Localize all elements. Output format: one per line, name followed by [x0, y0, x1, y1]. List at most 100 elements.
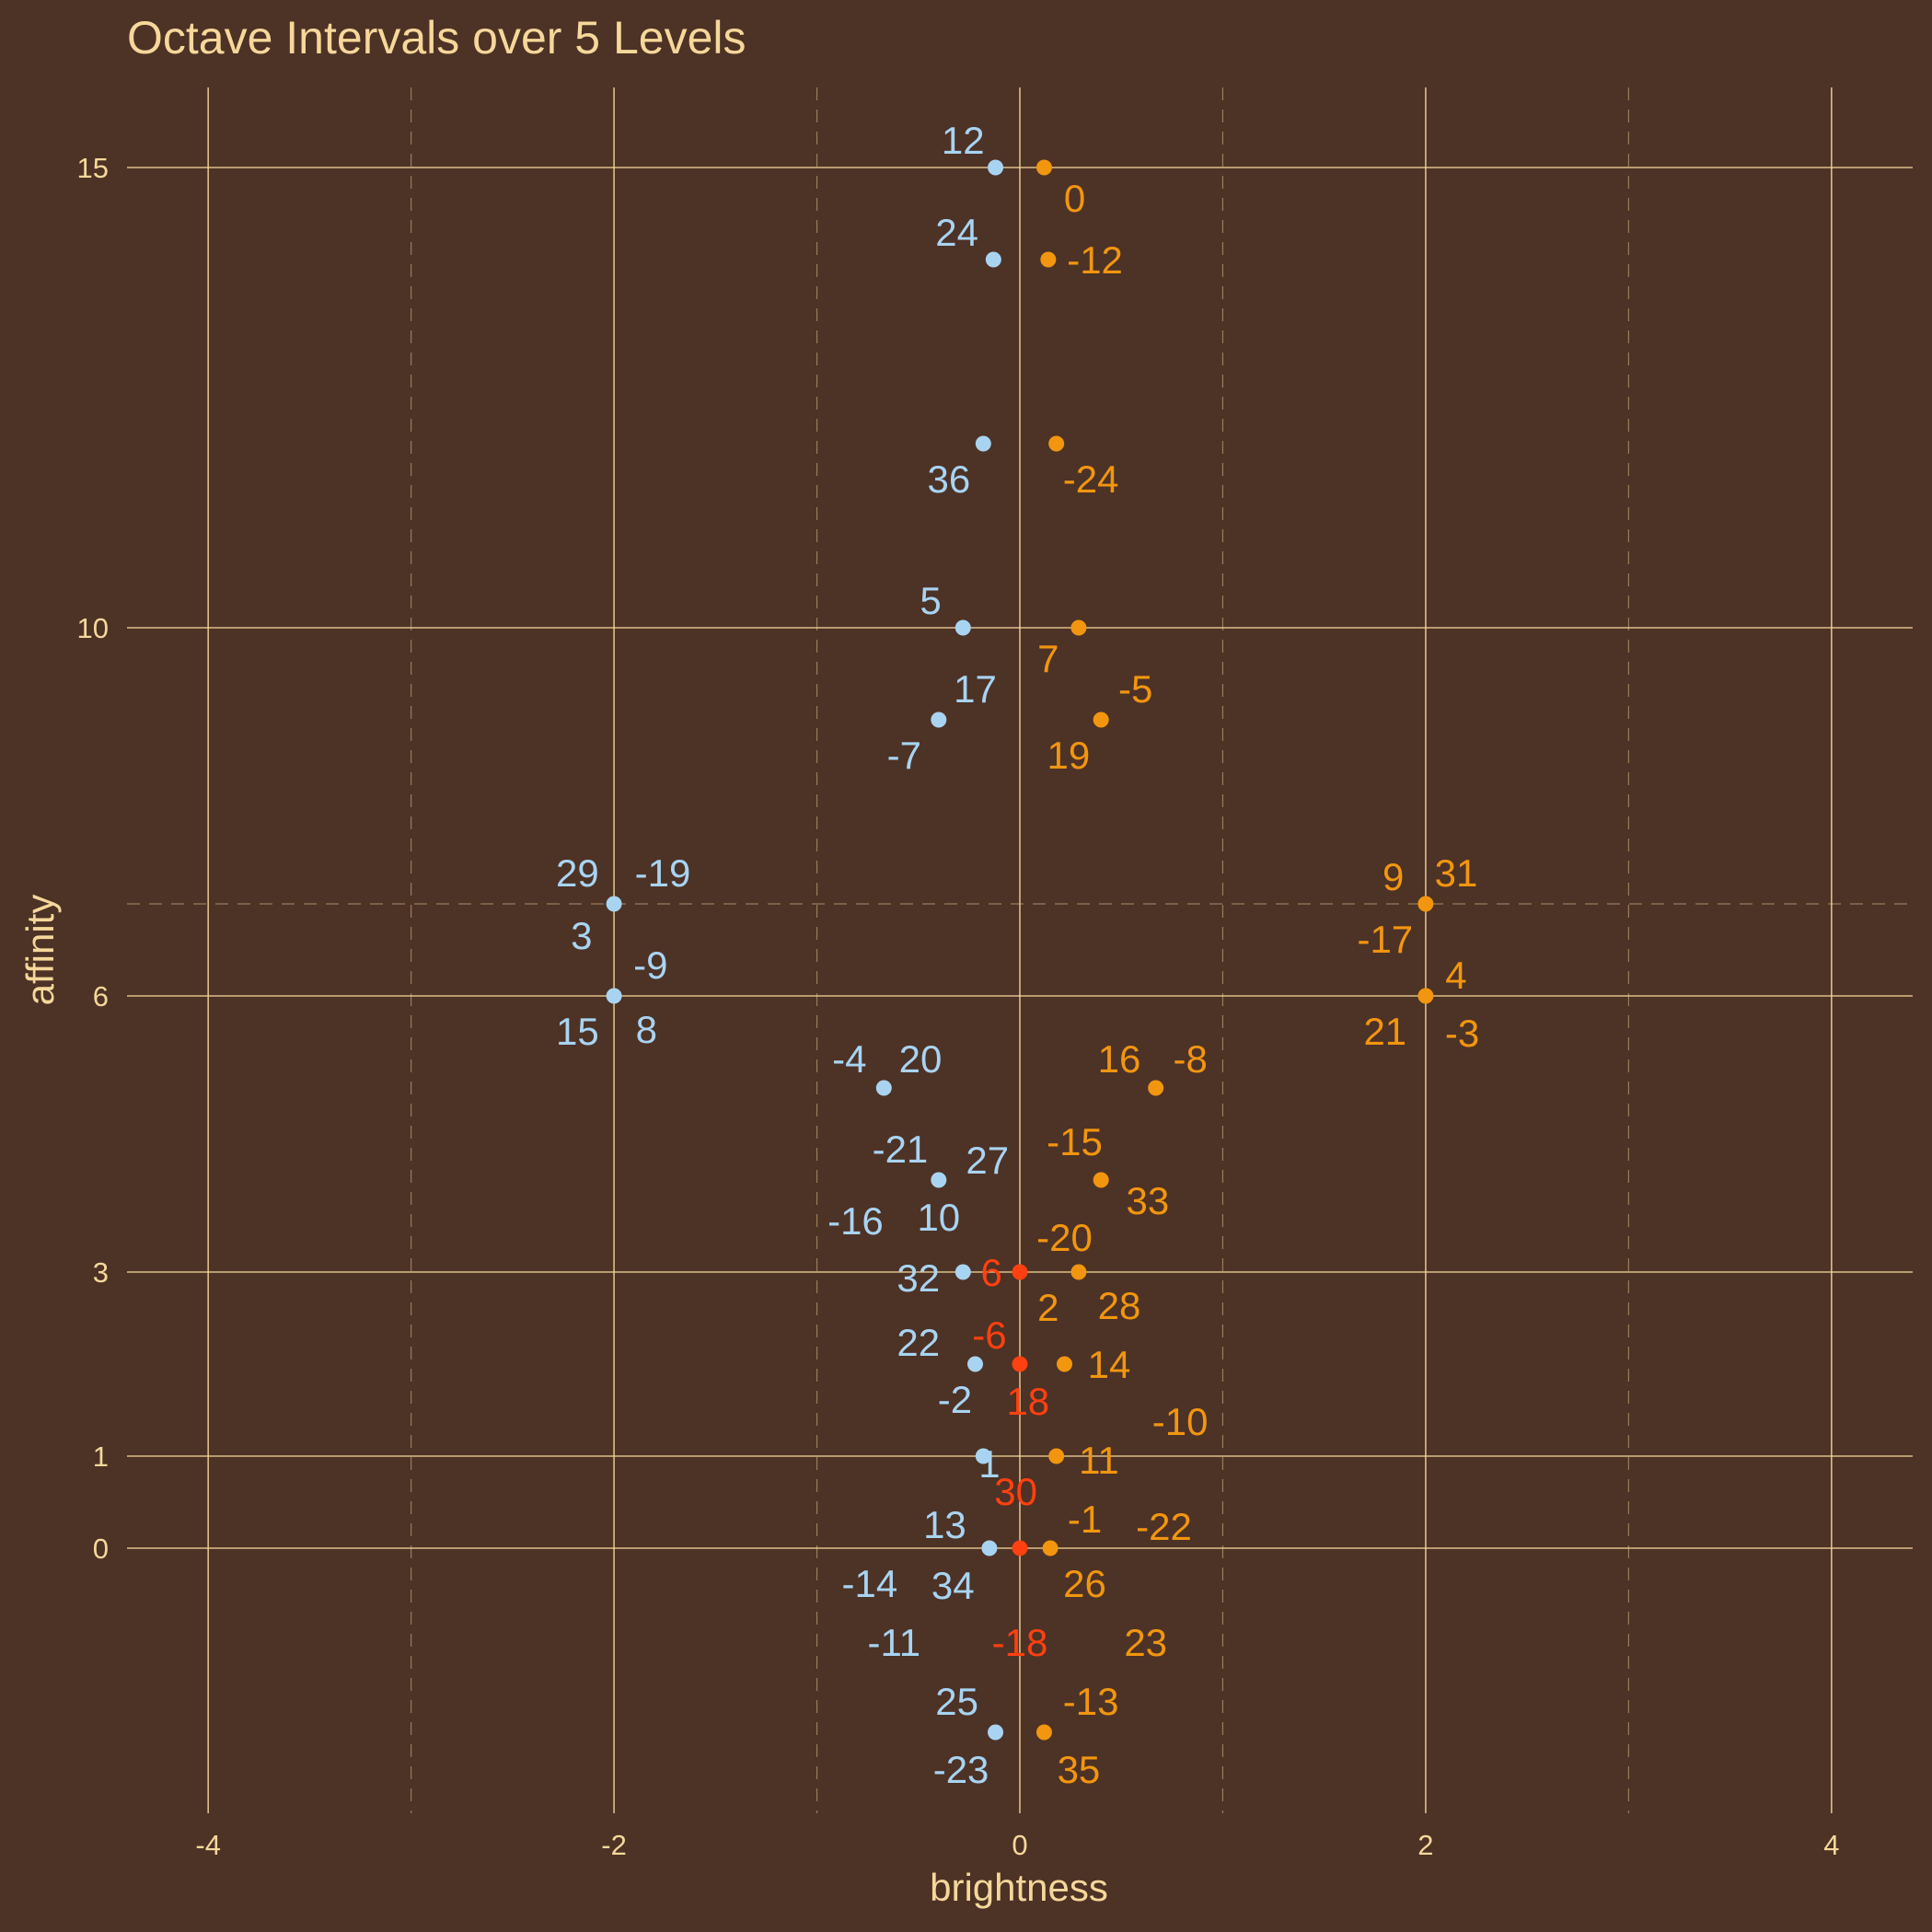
data-label: -19	[635, 851, 691, 895]
data-label: 1	[978, 1442, 1000, 1486]
data-point	[1148, 1080, 1164, 1096]
data-point	[1035, 159, 1052, 176]
data-point	[875, 1080, 892, 1096]
data-label: 14	[1088, 1343, 1131, 1386]
data-label: 3	[571, 914, 592, 957]
data-label: 22	[897, 1321, 940, 1364]
x-tick-labels: -4 -2 0 2 4	[195, 1829, 1839, 1861]
data-label: -3	[1445, 1012, 1479, 1055]
x-tick-label: 2	[1417, 1829, 1433, 1861]
y-tick-label: 15	[77, 152, 109, 184]
chart-title: Octave Intervals over 5 Levels	[127, 12, 746, 64]
x-tick-label: -4	[195, 1829, 221, 1861]
x-tick-label: -2	[601, 1829, 627, 1861]
data-label: 10	[917, 1196, 960, 1239]
data-label: 33	[1127, 1179, 1170, 1222]
y-tick-label: 10	[77, 612, 109, 644]
data-point	[1042, 1540, 1059, 1556]
data-point	[985, 251, 1001, 268]
data-point	[1035, 1724, 1052, 1741]
data-label: 19	[1047, 734, 1091, 777]
data-point	[967, 1356, 983, 1372]
data-label: -18	[992, 1621, 1048, 1664]
data-label: 18	[1006, 1380, 1049, 1423]
data-label: -8	[1174, 1037, 1208, 1081]
data-label: -20	[1036, 1216, 1093, 1259]
data-points	[606, 159, 1434, 1741]
data-label: -10	[1152, 1400, 1209, 1443]
y-tick-label: 6	[93, 980, 109, 1012]
data-point	[988, 1724, 1004, 1741]
data-label: -13	[1063, 1680, 1119, 1723]
data-label: 21	[1363, 1010, 1406, 1053]
data-label: -22	[1136, 1505, 1192, 1548]
y-axis-title: affinity	[18, 895, 62, 1006]
data-label: -1	[1068, 1498, 1102, 1541]
data-point	[1048, 435, 1065, 452]
data-label: -9	[633, 943, 667, 987]
x-tick-label: 4	[1823, 1829, 1839, 1861]
data-label: -17	[1357, 918, 1413, 961]
data-label: 30	[994, 1470, 1037, 1513]
x-axis-title: brightness	[930, 1866, 1108, 1909]
data-label: 28	[1098, 1284, 1141, 1327]
data-label: 11	[1079, 1439, 1119, 1482]
y-tick-labels: 0 1 3 6 10 15	[77, 152, 109, 1565]
data-label: 0	[1064, 177, 1085, 220]
data-label: -11	[868, 1621, 921, 1664]
data-label: 24	[935, 211, 978, 254]
data-label: 9	[1382, 855, 1404, 898]
data-label: 8	[636, 1008, 657, 1051]
data-label: -16	[827, 1199, 884, 1243]
data-point	[981, 1540, 998, 1556]
data-label: -6	[972, 1313, 1006, 1357]
data-point	[1093, 711, 1109, 728]
data-label: -4	[832, 1037, 866, 1081]
data-label: 32	[897, 1256, 940, 1300]
data-label: 2	[1037, 1286, 1059, 1329]
data-label: 13	[923, 1503, 966, 1546]
data-label: 20	[899, 1037, 943, 1081]
y-tick-label: 3	[93, 1256, 109, 1289]
data-point	[606, 896, 622, 912]
data-label: 23	[1124, 1621, 1167, 1664]
data-point	[1093, 1172, 1109, 1188]
data-label: -2	[938, 1378, 972, 1421]
data-point	[1417, 896, 1434, 912]
y-tick-label: 0	[93, 1533, 109, 1565]
data-point	[1012, 1264, 1028, 1280]
data-label: -21	[873, 1128, 929, 1171]
data-point	[1057, 1356, 1072, 1372]
data-point	[1417, 988, 1434, 1004]
data-label: 36	[927, 457, 970, 501]
data-point	[1012, 1356, 1028, 1372]
data-label: 7	[1037, 637, 1059, 680]
data-point	[931, 1172, 947, 1188]
data-point	[954, 1264, 971, 1280]
data-label: 5	[920, 579, 941, 622]
data-point	[1070, 1264, 1087, 1280]
data-label: 15	[556, 1010, 599, 1053]
data-label: 16	[1098, 1037, 1141, 1081]
data-label: 12	[942, 119, 985, 162]
data-label: 31	[1435, 851, 1478, 895]
y-tick-label: 1	[93, 1440, 109, 1473]
data-label: -24	[1063, 457, 1119, 501]
data-point	[1040, 251, 1057, 268]
data-label: 35	[1058, 1748, 1101, 1791]
data-label: 25	[935, 1680, 978, 1723]
data-label: 29	[556, 851, 599, 895]
data-point	[931, 711, 947, 728]
x-tick-label: 0	[1012, 1829, 1027, 1861]
data-label: 34	[931, 1564, 975, 1607]
data-label: 26	[1063, 1562, 1106, 1605]
data-point	[954, 619, 971, 636]
data-label: -12	[1067, 238, 1123, 282]
data-point	[988, 159, 1004, 176]
data-label: 4	[1445, 954, 1466, 997]
data-label: -14	[842, 1562, 898, 1605]
data-label: -15	[1047, 1120, 1103, 1163]
